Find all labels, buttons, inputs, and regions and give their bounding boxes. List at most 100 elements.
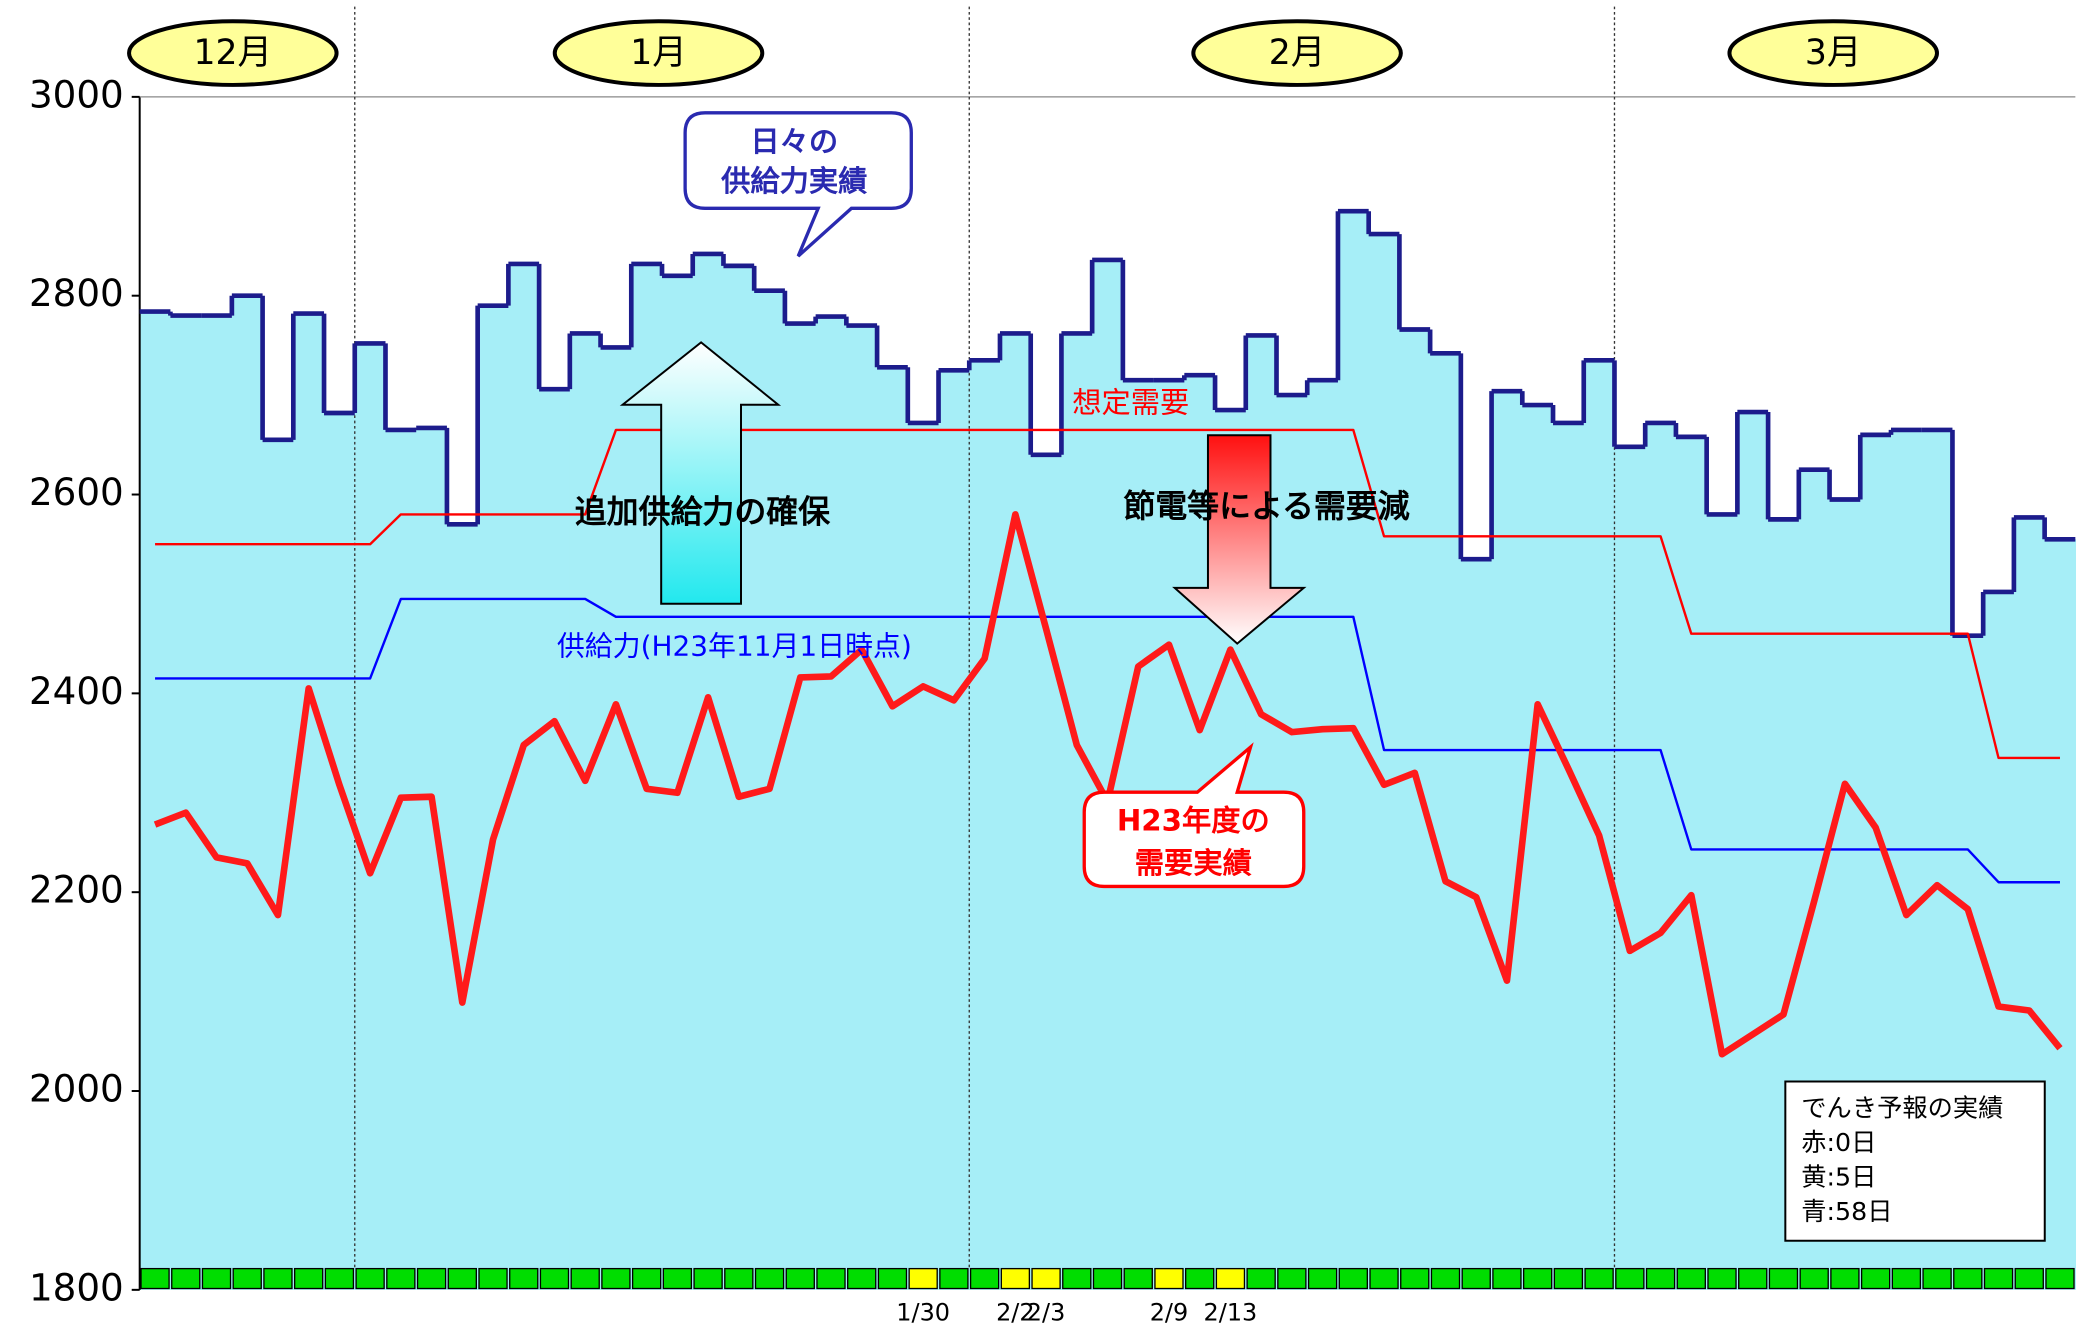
day-forecast (478, 1267, 508, 1290)
day-forecast (1953, 1267, 1983, 1290)
supply-area (815, 316, 848, 1290)
day-forecast (631, 1267, 662, 1290)
supply-area (1737, 412, 1769, 1290)
supply-area (1307, 380, 1339, 1290)
day-forecast (1461, 1267, 1491, 1290)
day-forecast (1615, 1267, 1645, 1290)
supply-area (569, 333, 602, 1290)
supply-area (539, 389, 571, 1290)
x-tick-label: 1/30 (896, 1299, 950, 1327)
day-forecast (1799, 1267, 1829, 1290)
supply-area (201, 315, 233, 1290)
supply-area (1491, 391, 1523, 1290)
day-forecast (570, 1267, 600, 1290)
day-forecast (293, 1267, 324, 1290)
day-forecast (1768, 1267, 1799, 1290)
series-label: 日々の (750, 124, 838, 158)
supply-area (1092, 259, 1124, 1290)
series-label: 需要実績 (1135, 846, 1252, 880)
supply-area (262, 439, 294, 1290)
x-tick-label: 2/13 (1204, 1299, 1258, 1327)
day-forecast (539, 1267, 570, 1290)
supply-area (139, 311, 172, 1290)
day-forecast (1154, 1267, 1184, 1290)
day-forecast (232, 1267, 262, 1290)
supply-area (1614, 446, 1646, 1290)
day-forecast (1400, 1267, 1430, 1290)
month-badge (1727, 19, 1939, 87)
month-label: 12月 (194, 33, 273, 73)
day-forecast (1492, 1267, 1522, 1290)
day-forecast (171, 1267, 201, 1290)
supply-area (877, 367, 909, 1290)
supply-area (969, 360, 1001, 1290)
day-forecast (1891, 1267, 1922, 1290)
month-label: 1月 (630, 33, 687, 73)
day-forecast (1277, 1267, 1307, 1290)
supply-area (354, 343, 387, 1290)
day-forecast (509, 1267, 539, 1290)
day-forecast (1123, 1267, 1153, 1290)
supply-area (999, 333, 1032, 1290)
supply-area (231, 295, 264, 1290)
day-forecast (324, 1267, 355, 1290)
demand-callout (1082, 742, 1306, 889)
day-forecast (1246, 1267, 1276, 1290)
day-forecast (1553, 1267, 1584, 1290)
day-forecast (447, 1267, 477, 1290)
series-label: 供給力(H23年11月1日時点) (557, 630, 912, 663)
day-forecast (1430, 1267, 1461, 1290)
y-tick-label: 1800 (29, 1265, 124, 1309)
month-badge (552, 19, 765, 87)
day-forecast (1092, 1267, 1123, 1290)
supply-area (293, 313, 325, 1290)
day-forecast (847, 1267, 877, 1290)
legend-title: でんき予報の実績 (1801, 1093, 2003, 1122)
series-line (155, 428, 2060, 760)
month-label: 3月 (1805, 33, 1862, 73)
day-forecast (754, 1267, 785, 1290)
series-line (155, 597, 2060, 884)
day-forecast (1031, 1267, 1061, 1290)
supply-area (631, 263, 663, 1290)
y-tick-label: 2800 (29, 271, 124, 315)
supply-callout (683, 111, 913, 258)
legend-line: 青:58日 (1801, 1197, 1892, 1226)
supply-area (1675, 436, 1708, 1290)
supply-step-connector (168, 211, 2047, 636)
day-forecast (1307, 1267, 1338, 1290)
month-badge (127, 19, 339, 87)
series-label: H23年度の (1117, 804, 1270, 838)
x-tick-label: 2/2 (996, 1299, 1035, 1327)
down-arrow (1172, 434, 1307, 645)
supply-area (784, 323, 817, 1290)
supply-area (1706, 514, 1739, 1290)
day-forecast (2014, 1267, 2044, 1290)
series-label: 供給力実績 (720, 164, 867, 198)
supply-area (324, 413, 356, 1290)
day-forecast (263, 1267, 293, 1290)
day-forecast (1184, 1267, 1215, 1290)
month-badge (1191, 19, 1403, 87)
day-forecast (355, 1267, 385, 1290)
plot: 1800 2000 2200 2400 2600 2800 3000 12月 1月 2月 3月 1/3… (29, 6, 2077, 1327)
month-label: 2月 (1269, 33, 1326, 73)
day-forecast (908, 1267, 938, 1290)
labels: 追加供給力の確保 節電等による需要減 日々の 供給力実績 想定需要 供給力(H2… (557, 124, 2004, 1226)
day-forecast (1000, 1267, 1031, 1290)
day-forecast (416, 1267, 447, 1290)
day-forecast (1707, 1267, 1737, 1290)
day-forecast (939, 1267, 969, 1290)
supply-area (846, 325, 878, 1290)
day-forecast (2045, 1267, 2075, 1290)
day-forecast (724, 1267, 754, 1290)
day-forecast (140, 1267, 170, 1290)
day-forecast (601, 1267, 631, 1290)
day-forecast (1338, 1267, 1369, 1290)
day-forecast (386, 1267, 416, 1290)
day-forecast (1922, 1267, 1952, 1290)
series-label: 想定需要 (1072, 386, 1189, 420)
annotation: 節電等による需要減 (1123, 487, 1409, 525)
day-forecast (1738, 1267, 1768, 1290)
